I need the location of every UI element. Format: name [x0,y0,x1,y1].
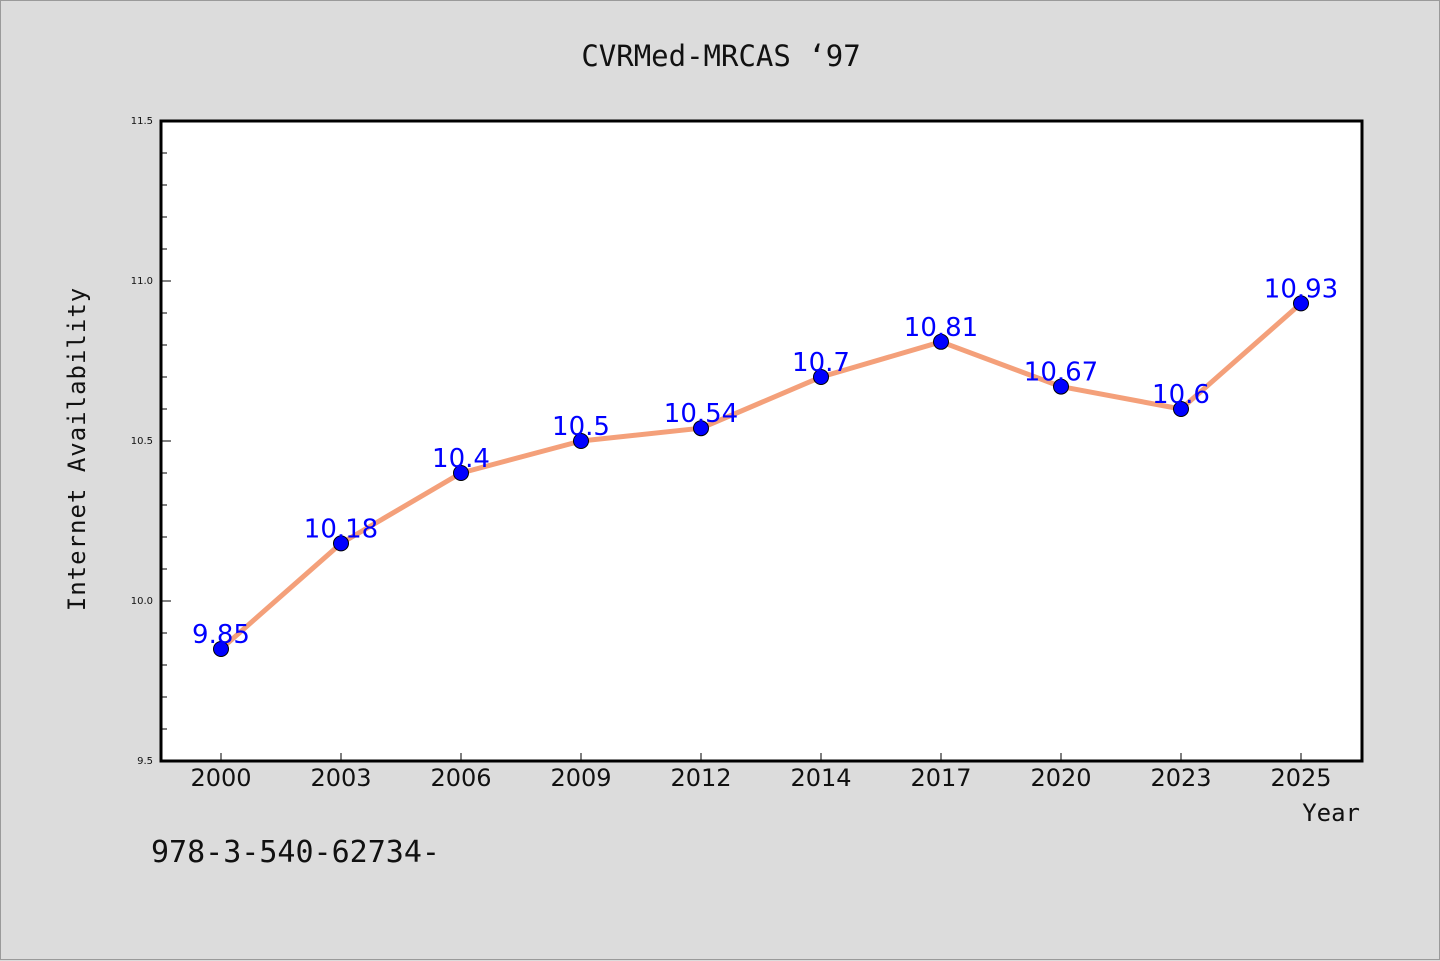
y-axis: 9.5 10.0 10.5 11.0 11.5 [131,116,171,767]
y-tick-label: 10.5 [131,436,153,447]
data-label: 10.54 [664,399,738,429]
x-tick-label: 2009 [550,764,611,792]
y-tick-label: 9.5 [137,756,153,767]
x-axis: 2000 2003 2006 2009 2012 2014 2017 2020 2023 2025 [190,753,1332,792]
data-point [213,641,229,657]
x-tick-label: 2003 [310,764,371,792]
data-point [453,465,469,481]
x-tick-label: 2020 [1030,764,1091,792]
data-label: 10.5 [552,412,610,442]
data-label: 10.93 [1264,274,1338,304]
data-label: 10.7 [792,348,850,378]
x-tick-label: 2014 [790,764,851,792]
y-tick-label: 11.5 [131,116,153,127]
y-tick-label: 10.0 [131,596,153,607]
chart-title: CVRMed-MRCAS ‘97 [581,39,861,73]
series-markers [213,295,1309,657]
data-point [813,369,829,385]
data-point [1293,295,1309,312]
x-tick-label: 2023 [1150,764,1211,792]
x-tick-label: 2000 [190,764,251,792]
data-labels: 9.85 10.18 10.4 10.5 10.54 10.7 10.81 10.67 10.6… [192,274,1338,650]
data-point [573,433,589,449]
data-label: 10.18 [304,514,378,544]
plot-area [159,119,1364,763]
x-tick-label: 2017 [910,764,971,792]
data-point [693,420,709,437]
data-label: 10.4 [432,444,490,474]
data-point [1053,378,1069,395]
x-axis-label: Year [1302,799,1360,827]
y-tick-label: 11.0 [131,276,153,287]
data-label: 10.81 [904,313,978,343]
x-tick-label: 2012 [670,764,731,792]
footer-isbn-text: 978-3-540-62734- [151,835,440,870]
data-point [333,535,349,552]
data-label: 10.67 [1024,358,1098,388]
data-point [1173,401,1189,417]
series-line [218,300,1304,652]
data-label: 10.6 [1152,380,1210,410]
x-tick-label: 2025 [1270,764,1331,792]
data-label: 9.85 [192,620,250,650]
data-point [933,333,949,350]
x-tick-label: 2006 [430,764,491,792]
y-axis-label: Internet Availability [63,287,91,611]
